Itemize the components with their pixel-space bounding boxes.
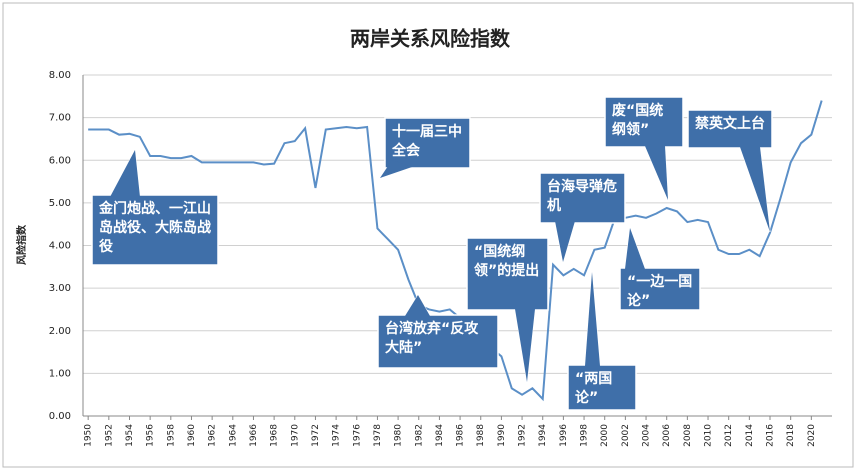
x-tick-label: 2018 — [786, 424, 796, 447]
annotation: 禁英文上台 — [695, 116, 765, 132]
x-tick-label: 1994 — [538, 424, 548, 447]
y-tick-label: 4.00 — [49, 241, 71, 252]
x-tick-label: 1992 — [518, 424, 528, 447]
callout-joint — [625, 228, 645, 269]
x-tick-label: 1964 — [228, 424, 238, 447]
annotation: 金门炮战、一江山岛战役、大陈岛战役 — [99, 201, 211, 255]
callout-box — [539, 172, 626, 224]
x-tick-label: 1950 — [84, 424, 94, 447]
y-tick-label: 1.00 — [49, 368, 71, 379]
y-tick-label: 8.00 — [49, 70, 71, 81]
callout-box — [91, 194, 219, 266]
y-axis-label: 风险指数 — [15, 224, 28, 265]
x-tick-label: 1984 — [435, 424, 445, 447]
y-tick-label: 6.00 — [49, 155, 71, 166]
annotation: 台海导弹危机 — [547, 179, 617, 214]
annotation: 十一届三中全会 — [392, 124, 462, 159]
chart-title: 两岸关系风险指数 — [350, 27, 511, 51]
data-line — [88, 100, 823, 402]
x-tick-label: 2004 — [642, 424, 652, 447]
x-tick-label: 2016 — [766, 424, 776, 447]
callout-joint — [740, 147, 770, 232]
x-tick-label: 2020 — [807, 424, 817, 447]
x-tick-label: 1968 — [270, 424, 280, 447]
y-tick-label: 2.00 — [49, 326, 71, 337]
callout-box — [687, 109, 773, 149]
x-tick-label: 1998 — [580, 424, 590, 447]
x-tick-label: 2006 — [662, 424, 672, 447]
x-tick-label: 1954 — [125, 424, 135, 447]
callout-box — [619, 267, 701, 311]
callout-joint — [405, 295, 430, 316]
x-tick-label: 1960 — [187, 424, 197, 447]
x-tick-label: 2014 — [745, 424, 755, 447]
x-tick-label: 1978 — [373, 424, 383, 447]
callout-joint — [515, 309, 535, 382]
x-tick-label: 1988 — [476, 424, 486, 447]
x-tick-label: 1982 — [414, 424, 424, 447]
callout-box — [384, 117, 471, 169]
x-tick-label: 2012 — [724, 424, 734, 447]
x-tick-label: 2008 — [683, 424, 693, 447]
callout-joint — [380, 160, 412, 178]
x-tick-label: 1986 — [456, 424, 466, 447]
callout-box — [567, 364, 637, 411]
annotation: 台湾放弃“反攻大陆” — [385, 321, 479, 356]
x-tick-label: 1972 — [311, 424, 321, 447]
callout-joint — [110, 150, 140, 197]
callout-box — [377, 314, 499, 369]
x-tick-label: 1956 — [146, 424, 156, 447]
y-tick-label: 5.00 — [49, 198, 71, 209]
annotation: “两国论” — [575, 371, 613, 406]
x-tick-label: 2010 — [704, 424, 714, 447]
x-tick-label: 1974 — [332, 424, 342, 447]
callout-joint — [645, 146, 668, 200]
annotation: “国统纲领”的提出 — [474, 244, 540, 279]
x-tick-label: 1962 — [208, 424, 218, 447]
y-tick-label: 0.00 — [49, 411, 71, 422]
x-tick-label: 2000 — [600, 424, 610, 447]
x-tick-label: 1996 — [559, 424, 569, 447]
y-tick-label: 3.00 — [49, 283, 71, 294]
x-tick-label: 1966 — [249, 424, 259, 447]
x-tick-label: 1980 — [394, 424, 404, 447]
annotation: “一边一国论” — [627, 274, 693, 309]
callout-box — [604, 96, 684, 148]
callout-box — [466, 237, 549, 311]
x-tick-label: 1976 — [352, 424, 362, 447]
x-tick-label: 1970 — [290, 424, 300, 447]
x-tick-label: 1952 — [104, 424, 114, 447]
callout-joint — [555, 221, 575, 262]
x-tick-label: 1958 — [166, 424, 176, 447]
x-tick-label: 2002 — [621, 424, 631, 447]
annotation: 废“国统纲领” — [612, 103, 664, 138]
x-tick-label: 1990 — [497, 424, 507, 447]
callout-joint — [585, 272, 600, 366]
y-tick-label: 7.00 — [49, 113, 71, 124]
